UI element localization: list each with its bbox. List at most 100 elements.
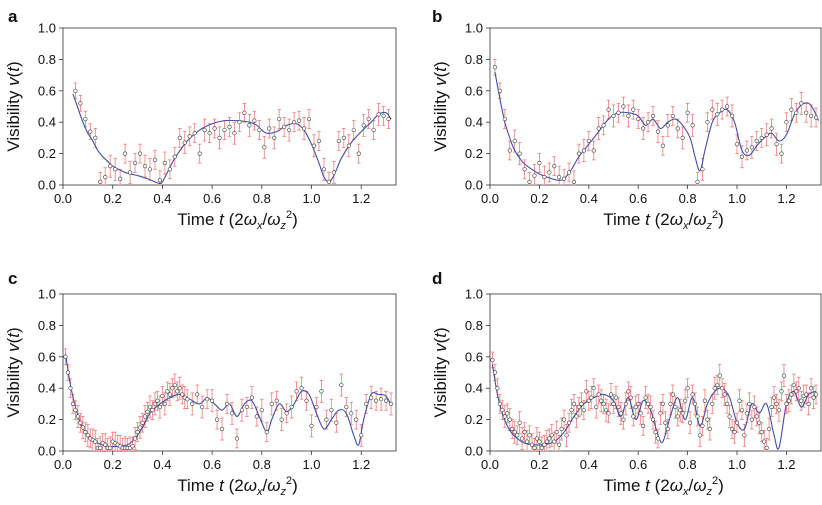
y-tick-label: 0.0	[38, 178, 56, 193]
data-point	[386, 116, 391, 122]
data-point	[210, 398, 215, 403]
data-point	[284, 411, 289, 416]
data-point	[197, 151, 202, 156]
data-point	[123, 151, 128, 156]
y-tick-label: 1.0	[38, 287, 56, 302]
data-point	[623, 401, 628, 407]
data-point	[737, 398, 742, 403]
data-point	[537, 160, 542, 166]
data-point	[152, 401, 158, 407]
y-tick-label: 0.2	[465, 146, 483, 161]
data-point	[690, 392, 695, 397]
data-point	[269, 401, 274, 407]
data-point	[739, 154, 745, 159]
panel-letter: d	[432, 269, 442, 288]
x-tick-label: 0.0	[481, 457, 499, 472]
data-point	[262, 145, 267, 150]
data-point	[771, 395, 777, 400]
data-point	[636, 401, 641, 407]
data-point	[767, 426, 772, 432]
data-point	[78, 420, 83, 425]
data-point	[601, 401, 606, 407]
data-point	[576, 404, 582, 410]
x-tick-label: 0.0	[54, 457, 72, 472]
data-point	[155, 398, 160, 403]
data-point	[147, 404, 153, 410]
data-point	[264, 430, 269, 435]
data-point	[217, 135, 222, 140]
data-point	[675, 414, 680, 419]
data-point	[252, 118, 257, 123]
data-point	[687, 420, 693, 425]
data-point	[376, 112, 381, 117]
x-axis-label: Time t (2ωx/ωz2)	[603, 475, 723, 498]
data-point	[547, 170, 552, 175]
data-point	[103, 175, 108, 180]
data-point	[98, 179, 103, 184]
fit-curve	[491, 364, 817, 450]
data-point	[586, 398, 591, 403]
data-point	[167, 392, 172, 397]
data-point	[162, 160, 167, 166]
data-point	[566, 420, 572, 425]
data-point	[665, 123, 670, 128]
data-point	[774, 142, 779, 147]
data-point	[729, 426, 735, 432]
data-point	[299, 386, 304, 391]
data-point	[532, 445, 537, 450]
data-point	[492, 370, 498, 375]
x-tick-label: 1.0	[728, 457, 746, 472]
data-point	[690, 123, 695, 128]
data-point	[378, 397, 384, 402]
data-point	[586, 138, 591, 144]
x-tick-label: 1.2	[352, 191, 370, 206]
data-point	[621, 104, 626, 109]
data-point	[631, 107, 636, 112]
y-tick-label: 0.4	[38, 381, 56, 396]
data-point	[200, 404, 205, 410]
data-point	[680, 411, 685, 416]
data-point	[789, 107, 794, 112]
data-point	[616, 404, 621, 410]
data-point	[705, 120, 710, 125]
panel-letter: b	[432, 7, 442, 26]
data-point	[162, 401, 167, 407]
data-point	[137, 425, 143, 430]
data-point	[157, 178, 163, 183]
data-point	[207, 131, 212, 136]
data-point	[351, 127, 356, 133]
data-point	[638, 411, 643, 416]
data-point	[695, 179, 700, 184]
y-axis-label: Visibility v(t)	[431, 61, 450, 151]
data-point	[160, 393, 165, 399]
data-point	[93, 439, 98, 444]
data-point	[660, 401, 666, 407]
data-point	[668, 401, 673, 407]
data-point	[722, 392, 727, 397]
data-point	[653, 430, 658, 435]
data-point	[388, 401, 394, 407]
data-point	[85, 433, 90, 438]
data-point	[356, 151, 361, 156]
data-point	[497, 401, 502, 407]
data-point	[529, 442, 535, 447]
plot-area	[63, 348, 394, 451]
y-tick-label: 0.8	[465, 318, 483, 333]
data-point	[289, 404, 294, 410]
data-point	[542, 175, 547, 180]
data-point	[361, 123, 366, 128]
x-tick-label: 0.6	[203, 457, 221, 472]
data-point	[182, 140, 187, 145]
data-point	[272, 135, 277, 140]
data-point	[170, 386, 175, 391]
data-point	[608, 392, 614, 397]
data-point	[754, 414, 759, 419]
x-tick-label: 0.8	[679, 457, 697, 472]
data-point	[581, 408, 586, 413]
data-point	[633, 404, 638, 410]
data-point	[683, 398, 688, 403]
data-point	[564, 433, 569, 438]
x-tick-label: 0.4	[580, 191, 598, 206]
data-point	[242, 110, 247, 115]
data-point	[80, 425, 85, 430]
